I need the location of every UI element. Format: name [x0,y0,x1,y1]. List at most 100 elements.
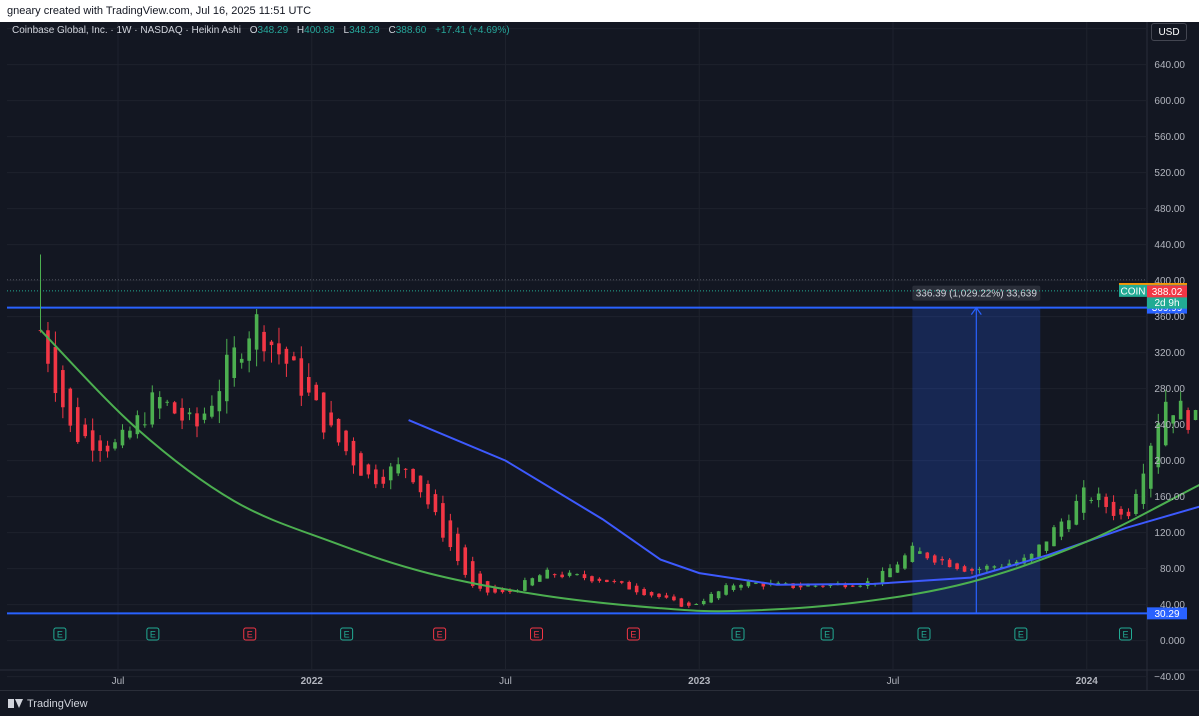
candle-body [813,585,818,587]
earnings-markers[interactable]: EEEEEEEEEEEEEEEEEE [53,627,1199,641]
candle-body [776,582,781,584]
candle-body [627,581,632,590]
candle-body [90,430,95,451]
change-value: +17.41 (+4.69%) [435,25,510,36]
credit-bar: gneary created with TradingView.com, Jul… [0,0,1199,22]
earnings-marker-letter: E [533,630,539,640]
candle-body [493,586,497,593]
earnings-marker [731,627,745,641]
candle-body [247,338,251,361]
candle-body [1193,410,1198,420]
measure-label: 336.39 (1,029.22%) 33,639 [916,289,1038,300]
high-value: 400.88 [304,25,335,36]
candle-body [709,593,713,603]
candle-body [843,584,848,588]
y-tick-label: 480.00 [1154,204,1185,215]
y-tick-label: 400.00 [1154,276,1185,287]
price-tag-bg [1147,285,1187,298]
candle-body [195,413,199,427]
candle-body [537,575,542,582]
candle-body [985,565,989,570]
candle-body [411,468,415,483]
close-value: 388.60 [395,25,427,36]
candle-body [396,464,400,474]
candle-body [418,475,423,493]
time-axis[interactable]: Jul2022Jul2023Jul2024Jul2025Jul2026Jul [112,676,1199,687]
candle-body [746,581,751,587]
earnings-marker-letter: E [437,630,443,640]
candle-body [336,418,341,443]
candle-body [292,356,296,361]
open-label: O [249,25,258,36]
candle-body [552,574,557,576]
price-tag-name-bg [1119,284,1147,297]
price-chart[interactable]: 336.39 (1,029.22%) 33,639336.39 (91.14%)… [0,22,1199,690]
earnings-marker-letter: E [247,630,253,640]
currency-button[interactable]: USD [1151,23,1187,41]
candle-body [120,429,125,446]
brand-text: TradingView [27,697,88,710]
level-tag: 30.29 [1154,609,1179,620]
x-tick-label: 2024 [1076,676,1099,687]
candle-body [619,581,624,583]
cup-curve [39,329,1199,613]
x-tick-label: Jul [499,676,512,687]
earnings-marker [1014,627,1028,641]
candle-body [441,503,445,538]
candle-body [791,583,795,589]
candle-body [1134,493,1138,514]
candle-body [105,445,110,452]
candle-body [284,348,289,364]
candle-body [1074,500,1079,525]
earnings-marker [433,627,447,641]
candle-body [1178,400,1183,420]
candle-body [172,402,177,414]
y-tick-label: 280.00 [1154,384,1185,395]
price-axis[interactable]: −40.00 0.000 40.00 80.00 120.00 160.00 200.00 2… [1154,22,1185,683]
candle-body [202,413,207,420]
candle-body [649,592,654,596]
level-tag-bg [1147,607,1187,620]
earnings-marker-letter: E [344,630,350,640]
candle-body [754,582,758,584]
y-tick-label: 200.00 [1154,456,1185,467]
x-tick-label: Jul [112,676,125,687]
footer-bar: TradingView [0,690,1199,716]
candle-body [1149,445,1153,489]
candle-body [1037,544,1041,558]
candle-body [344,430,348,452]
credit-text: gneary created with TradingView.com, Jul… [7,5,312,17]
candle-body [1156,423,1161,468]
candle-body [68,388,73,426]
candle-body [217,391,222,412]
pattern-drawings[interactable]: 0.618 (153.06) [39,327,1199,613]
y-tick-label: 0.000 [1160,636,1185,647]
candle-body [999,566,1004,568]
candle-body [1111,501,1116,516]
candle-body [1171,415,1175,424]
high-label: H [296,25,305,36]
earnings-marker [53,627,67,641]
candle-body [314,384,319,401]
candle-body [224,354,229,402]
candle-body [128,430,132,438]
candle-body [277,343,281,355]
earnings-marker [1119,627,1132,641]
candle-body [456,533,460,562]
candle-body [1067,520,1071,530]
candle-body [1089,499,1094,501]
candle-body [1119,508,1123,515]
y-tick-label: −40.00 [1154,672,1185,683]
candle-body [1044,541,1049,551]
price-tag-bg [1147,296,1187,309]
candle-body [955,563,959,570]
y-tick-label: 160.00 [1154,492,1185,503]
symbol-legend: Coinbase Global, Inc. · 1W · NASDAQ · He… [12,25,510,36]
y-tick-label: 240.00 [1154,420,1185,431]
earnings-marker-letter: E [57,630,63,640]
earnings-marker [917,627,931,641]
candle-body [1007,563,1012,567]
earnings-marker-letter: E [1018,630,1024,640]
y-tick-label: 560.00 [1154,132,1185,143]
